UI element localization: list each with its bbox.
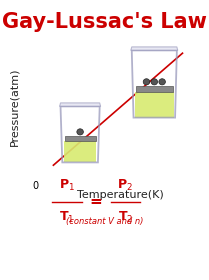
Text: P$_2$: P$_2$ xyxy=(117,178,133,193)
Polygon shape xyxy=(131,47,178,50)
Text: 0: 0 xyxy=(33,181,39,191)
Text: (constant V and n): (constant V and n) xyxy=(66,217,143,226)
Circle shape xyxy=(151,79,158,85)
Text: Pressure(atm): Pressure(atm) xyxy=(10,67,20,146)
Text: T$_1$: T$_1$ xyxy=(59,210,75,225)
Text: T$_2$: T$_2$ xyxy=(118,210,133,225)
Polygon shape xyxy=(136,86,173,92)
Circle shape xyxy=(77,129,83,135)
Polygon shape xyxy=(65,136,96,141)
Text: Gay-Lussac's Law: Gay-Lussac's Law xyxy=(2,12,207,32)
Text: P$_1$: P$_1$ xyxy=(59,178,75,193)
Text: Temperature(K): Temperature(K) xyxy=(77,190,164,200)
Circle shape xyxy=(159,79,165,85)
Circle shape xyxy=(143,79,150,85)
Polygon shape xyxy=(60,103,101,106)
Polygon shape xyxy=(135,92,174,118)
Text: =: = xyxy=(90,194,103,209)
Polygon shape xyxy=(64,141,96,162)
